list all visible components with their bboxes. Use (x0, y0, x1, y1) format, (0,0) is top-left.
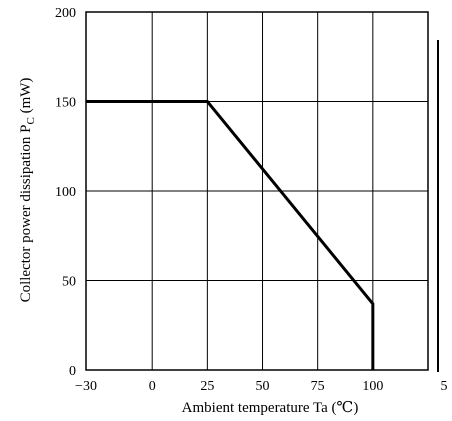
axes-layer (85, 11, 429, 371)
series-layer (86, 100, 375, 370)
y-axis-label-unit: (mW) (18, 78, 34, 118)
y-tick-label: 50 (62, 275, 76, 290)
plot-frame (85, 11, 429, 371)
x-tick-label: 50 (256, 379, 270, 394)
y-axis-label-main: Collector power dissipation P (18, 125, 34, 303)
grid-layer (85, 11, 429, 371)
x-tick-label: 100 (362, 379, 383, 394)
y-tick-label: 150 (55, 96, 76, 111)
y-tick-label: 100 (55, 185, 76, 200)
series-line-1 (86, 100, 375, 370)
y-axis-label-group: Collector power dissipation PC (mW) (18, 78, 37, 303)
x-tick-label: 0 (149, 379, 156, 394)
y-axis-label-subscript: C (25, 117, 37, 124)
x-axis-label: Ambient temperature Ta (℃) (182, 400, 359, 416)
y-tick-label: 200 (55, 6, 76, 21)
x-tick-label-extra: 5 (441, 379, 448, 394)
x-tick-label: 75 (311, 379, 325, 394)
x-tick-label: 25 (200, 379, 214, 394)
y-axis-label: Collector power dissipation PC (mW) (18, 78, 37, 303)
y-tick-label: 0 (69, 364, 76, 379)
x-tick-label: −30 (75, 379, 97, 394)
